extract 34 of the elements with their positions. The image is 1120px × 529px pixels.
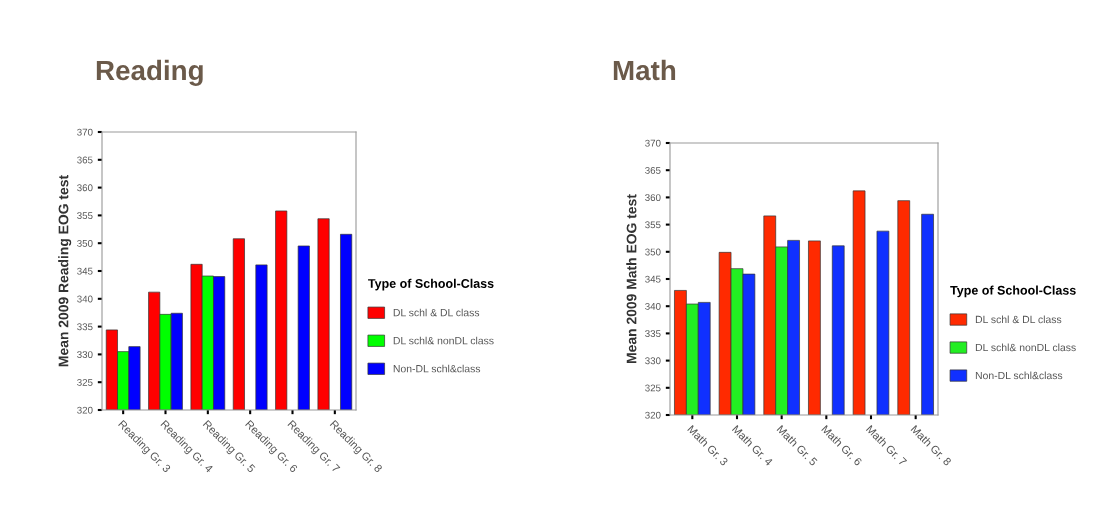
y-tick-label: 335 <box>645 330 661 338</box>
legend-label: Non-DL schl&class <box>975 371 1063 380</box>
y-tick-label: 355 <box>645 221 661 229</box>
y-tick-label: 350 <box>77 239 93 247</box>
y-tick-label: 370 <box>645 139 661 147</box>
y-axis-title: Mean 2009 Reading EOG test <box>58 175 72 367</box>
legend-label: Non-DL schl&class <box>393 364 481 373</box>
y-tick-label: 350 <box>645 248 661 256</box>
y-tick-label: 320 <box>645 411 661 419</box>
legend-label: DL schl& nonDL class <box>975 343 1076 352</box>
y-tick-label: 365 <box>645 166 661 174</box>
y-tick-label: 320 <box>77 406 93 414</box>
y-tick-label: 335 <box>77 323 93 331</box>
y-tick-label: 360 <box>645 194 661 202</box>
y-tick-label: 340 <box>77 295 93 303</box>
legend-title: Type of School-Class <box>368 278 494 291</box>
y-tick-label: 355 <box>77 212 93 220</box>
legend-label: DL schl & DL class <box>975 315 1062 324</box>
y-tick-label: 340 <box>645 302 661 310</box>
y-tick-label: 370 <box>77 128 93 136</box>
legend-label: DL schl& nonDL class <box>393 336 494 345</box>
legend-label: DL schl & DL class <box>393 308 480 317</box>
legend-title: Type of School-Class <box>950 285 1076 298</box>
y-tick-label: 330 <box>77 351 93 359</box>
y-tick-label: 345 <box>645 275 661 283</box>
y-tick-label: 365 <box>77 156 93 164</box>
y-tick-label: 325 <box>645 384 661 392</box>
chart-title: Reading <box>96 59 203 86</box>
y-tick-label: 330 <box>645 357 661 365</box>
y-tick-label: 325 <box>77 378 93 386</box>
chart-title: Math <box>613 59 676 81</box>
y-tick-label: 345 <box>77 267 93 275</box>
y-tick-label: 360 <box>77 184 93 192</box>
y-axis-title: Mean 2009 Math EOG test <box>626 194 637 363</box>
